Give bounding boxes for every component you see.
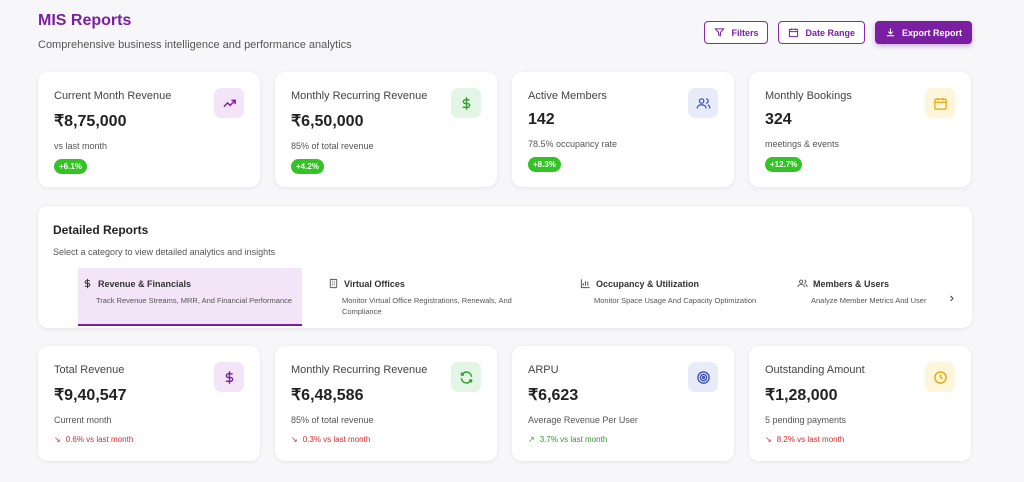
stat-value: 324: [765, 111, 792, 128]
filter-icon: [714, 28, 726, 37]
stat-value: ₹9,40,547: [54, 387, 127, 404]
building-icon: [329, 278, 338, 289]
stat-value: ₹6,48,586: [291, 387, 364, 404]
stat-value: 142: [528, 111, 555, 128]
download-icon: [886, 28, 895, 37]
stat-subtext: Current month: [54, 415, 112, 425]
stat-card-current-month-revenue: Current Month Revenue ₹8,75,000 vs last …: [38, 72, 260, 187]
bar-chart-icon: [580, 279, 590, 289]
dollar-icon: [84, 278, 91, 289]
date-range-label: Date Range: [805, 27, 855, 38]
date-range-button[interactable]: Date Range: [778, 21, 865, 44]
stat-label: ARPU: [528, 364, 559, 376]
reports-subtitle: Select a category to view detailed analy…: [53, 247, 276, 257]
clock-icon: [925, 362, 955, 392]
trend-text: 8.2% vs last month: [776, 435, 845, 444]
tab-occupancy-utilization[interactable]: Occupancy & Utilization Monitor Space Us…: [576, 268, 776, 326]
stat-card-monthly-bookings: Monthly Bookings 324 meetings & events +…: [749, 72, 971, 187]
trend-text: 0.6% vs last month: [65, 435, 134, 444]
stat-label: Total Revenue: [54, 364, 125, 376]
export-report-label: Export Report: [901, 27, 962, 38]
stat-subtext: 85% of total revenue: [291, 415, 374, 425]
dollar-icon: [214, 362, 244, 392]
trend-text: 0.3% vs last month: [302, 435, 371, 444]
stat-subtext: 85% of total revenue: [291, 141, 374, 151]
header-actions: Filters Date Range Export Report: [704, 21, 972, 44]
stat-value: ₹1,28,000: [765, 387, 838, 404]
trend-indicator: ↘ 0.6% vs last month: [54, 435, 244, 444]
growth-badge: +8.3%: [528, 157, 561, 172]
stat-card-outstanding-amount: Outstanding Amount ₹1,28,000 5 pending p…: [749, 346, 971, 461]
tab-label: Virtual Offices: [344, 278, 405, 289]
detailed-reports-panel: Detailed Reports Select a category to vi…: [38, 206, 972, 328]
tab-revenue-financials[interactable]: Revenue & Financials Track Revenue Strea…: [78, 268, 302, 326]
stat-label: Monthly Recurring Revenue: [291, 364, 428, 376]
calendar-icon: [789, 28, 799, 38]
growth-badge: +4.2%: [291, 159, 324, 174]
export-report-button[interactable]: Export Report: [874, 21, 972, 44]
users-icon: [688, 88, 718, 118]
stat-subtext: 5 pending payments: [765, 415, 847, 425]
report-category-tabs: Revenue & Financials Track Revenue Strea…: [78, 268, 948, 326]
growth-badge: +12.7%: [765, 157, 803, 172]
calendar-icon: [925, 88, 955, 118]
page-title: MIS Reports: [38, 12, 132, 29]
stat-card-arpu: ARPU ₹6,623 Average Revenue Per User ↗ 3…: [512, 346, 734, 461]
stat-subtext: Average Revenue Per User: [528, 415, 638, 425]
tab-label: Revenue & Financials: [98, 278, 192, 289]
page-header: MIS Reports Comprehensive business intel…: [38, 12, 352, 51]
trending-up-icon: [214, 88, 244, 118]
tab-description: Analyze Member Metrics And User: [811, 296, 927, 305]
stat-value: ₹8,75,000: [54, 113, 127, 130]
stat-card-active-members: Active Members 142 78.5% occupancy rate …: [512, 72, 734, 187]
stat-subtext: vs last month: [54, 141, 108, 151]
tab-members-users[interactable]: Members & Users Analyze Member Metrics A…: [793, 268, 938, 326]
chevron-right-icon[interactable]: ›: [949, 290, 954, 305]
stat-label: Monthly Recurring Revenue: [291, 90, 428, 102]
tab-virtual-offices[interactable]: Virtual Offices Monitor Virtual Office R…: [324, 268, 544, 326]
target-icon: [688, 362, 718, 392]
tab-label: Members & Users: [813, 278, 890, 289]
filters-button[interactable]: Filters: [704, 21, 769, 44]
trend-indicator: ↗ 3.7% vs last month: [528, 435, 718, 444]
tab-description: Track Revenue Streams, MRR, And Financia…: [96, 296, 293, 305]
dollar-icon: [451, 88, 481, 118]
arrow-down-right-icon: ↘: [291, 435, 298, 444]
stat-label: Active Members: [528, 90, 607, 102]
stat-card-mrr: Monthly Recurring Revenue ₹6,48,586 85% …: [275, 346, 497, 461]
trend-text: 3.7% vs last month: [539, 435, 608, 444]
stat-label: Current Month Revenue: [54, 90, 172, 102]
page-subtitle: Comprehensive business intelligence and …: [38, 39, 352, 51]
tab-description: Monitor Virtual Office Registrations, Re…: [342, 296, 512, 316]
stat-card-monthly-recurring-revenue: Monthly Recurring Revenue ₹6,50,000 85% …: [275, 72, 497, 187]
stat-label: Monthly Bookings: [765, 90, 852, 102]
arrow-up-right-icon: ↗: [528, 435, 535, 444]
users-icon: [797, 279, 808, 288]
tab-description: Monitor Space Usage And Capacity Optimiz…: [594, 296, 757, 305]
trend-indicator: ↘ 8.2% vs last month: [765, 435, 955, 444]
tab-label: Occupancy & Utilization: [596, 278, 700, 289]
stat-value: ₹6,50,000: [291, 113, 364, 130]
trend-indicator: ↘ 0.3% vs last month: [291, 435, 481, 444]
arrow-down-right-icon: ↘: [765, 435, 772, 444]
arrow-down-right-icon: ↘: [54, 435, 61, 444]
refresh-icon: [451, 362, 481, 392]
filters-label: Filters: [731, 27, 759, 38]
stat-label: Outstanding Amount: [765, 364, 865, 376]
stat-value: ₹6,623: [528, 387, 579, 404]
growth-badge: +6.1%: [54, 159, 87, 174]
stat-subtext: meetings & events: [765, 139, 840, 149]
stat-subtext: 78.5% occupancy rate: [528, 139, 618, 149]
reports-title: Detailed Reports: [53, 223, 149, 237]
stat-card-total-revenue: Total Revenue ₹9,40,547 Current month ↘ …: [38, 346, 260, 461]
